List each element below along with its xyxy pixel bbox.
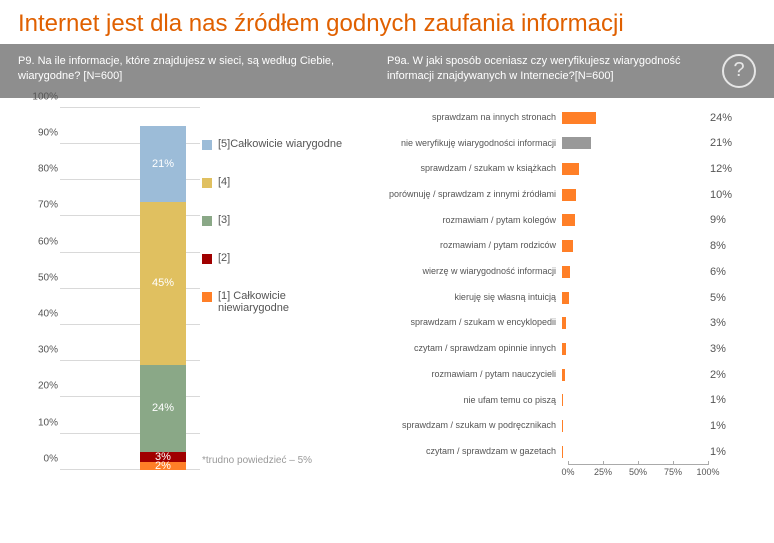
hbar-label: kieruję się własną intuicją (370, 293, 562, 302)
hbar-row: rozmawiam / pytam rodziców 8% (370, 236, 752, 256)
legend-label: [5]Całkowicie wiarygodne (218, 138, 342, 150)
y-tick: 60% (38, 236, 58, 247)
legend-label: [3] (218, 214, 230, 226)
x-tick: 100% (696, 467, 719, 477)
x-tick: 75% (664, 467, 682, 477)
hbar-bar (562, 369, 565, 381)
x-tick: 25% (594, 467, 612, 477)
hbar-row: sprawdzam na innych stronach 24% (370, 108, 752, 128)
hbar-row: nie weryfikuję wiarygodności informacji 2… (370, 133, 752, 153)
hbar-label: wierzę w wiarygodność informacji (370, 267, 562, 276)
hbar-label: rozmawiam / pytam nauczycieli (370, 370, 562, 379)
hbar-bar (562, 240, 573, 252)
hbar-label: sprawdzam na innych stronach (370, 113, 562, 122)
legend-label: [2] (218, 252, 230, 264)
y-tick: 70% (38, 200, 58, 211)
hbar-row: sprawdzam / szukam w encyklopedii 3% (370, 313, 752, 333)
stacked-footnote: *trudno powiedzieć – 5% (202, 455, 312, 466)
hbar-label: nie weryfikuję wiarygodności informacji (370, 139, 562, 148)
legend-item: [3] (202, 214, 352, 226)
legend-item: [4] (202, 176, 352, 188)
legend-swatch (202, 254, 212, 264)
question-left: P9. Na ile informacje, które znajdujesz … (18, 54, 387, 84)
legend-swatch (202, 178, 212, 188)
hbar-bar (562, 446, 563, 458)
hbar-row: czytam / sprawdzam w gazetach 1% (370, 442, 752, 462)
hbar-value: 12% (702, 163, 732, 175)
stacked-bar-chart: 0%10%20%30%40%50%60%70%80%90%100% 2%3%24… (10, 108, 370, 488)
hbar-value: 8% (702, 240, 726, 252)
stack-segment: 2% (140, 462, 186, 469)
hbar-row: sprawdzam / szukam w podręcznikach 1% (370, 416, 752, 436)
hbar-bar (562, 394, 563, 406)
hbar-value: 24% (702, 112, 732, 124)
y-tick: 90% (38, 127, 58, 138)
y-tick: 80% (38, 164, 58, 175)
stack-segment: 45% (140, 202, 186, 365)
hbar-value: 21% (702, 137, 732, 149)
hbar-bar (562, 420, 563, 432)
hbar-value: 1% (702, 394, 726, 406)
hbar-bar (562, 112, 596, 124)
y-tick: 10% (38, 417, 58, 428)
legend-swatch (202, 140, 212, 150)
legend-swatch (202, 216, 212, 226)
hbar-value: 1% (702, 446, 726, 458)
legend-item: [2] (202, 252, 352, 264)
stack-segment: 24% (140, 365, 186, 452)
hbar-bar (562, 266, 570, 278)
hbar-label: sprawdzam / szukam w encyklopedii (370, 318, 562, 327)
hbar-bar (562, 214, 575, 226)
hbar-label: czytam / sprawdzam opinnie innych (370, 344, 562, 353)
hbar-row: rozmawiam / pytam kolegów 9% (370, 210, 752, 230)
hbar-bar (562, 317, 566, 329)
stack-segment: 21% (140, 126, 186, 202)
hbar-value: 5% (702, 292, 726, 304)
hbar-bar (562, 163, 579, 175)
hbar-bar (562, 292, 569, 304)
hbar-value: 6% (702, 266, 726, 278)
hbar-value: 2% (702, 369, 726, 381)
y-tick: 0% (44, 453, 58, 464)
hbar-value: 3% (702, 343, 726, 355)
question-band: P9. Na ile informacje, które znajdujesz … (0, 44, 774, 98)
y-tick: 20% (38, 381, 58, 392)
hbar-row: nie ufam temu co piszą 1% (370, 390, 752, 410)
question-right: P9a. W jaki sposób oceniasz czy weryfiku… (387, 54, 756, 84)
legend-item: [5]Całkowicie wiarygodne (202, 138, 352, 150)
x-tick: 0% (561, 467, 574, 477)
hbar-value: 3% (702, 317, 726, 329)
hbar-row: wierzę w wiarygodność informacji 6% (370, 262, 752, 282)
hbar-label: rozmawiam / pytam rodziców (370, 241, 562, 250)
hbar-value: 9% (702, 214, 726, 226)
horizontal-bar-chart: sprawdzam na innych stronach 24% nie weryf… (370, 108, 764, 488)
legend-label: [1] Całkowicie niewiarygodne (218, 290, 352, 314)
hbar-value: 10% (702, 189, 732, 201)
legend-item: [1] Całkowicie niewiarygodne (202, 290, 352, 314)
hbar-bar (562, 137, 591, 149)
hbar-bar (562, 343, 566, 355)
hbar-row: sprawdzam / szukam w książkach 12% (370, 159, 752, 179)
hbar-row: rozmawiam / pytam nauczycieli 2% (370, 365, 752, 385)
hbar-row: porównuję / sprawdzam z innymi źródłami 1… (370, 185, 752, 205)
hbar-label: nie ufam temu co piszą (370, 396, 562, 405)
y-tick: 50% (38, 272, 58, 283)
y-tick: 100% (32, 91, 58, 102)
y-tick: 30% (38, 345, 58, 356)
page-title: Internet jest dla nas źródłem godnych za… (0, 0, 774, 44)
hbar-label: sprawdzam / szukam w podręcznikach (370, 421, 562, 430)
hbar-row: kieruję się własną intuicją 5% (370, 288, 752, 308)
hbar-label: rozmawiam / pytam kolegów (370, 216, 562, 225)
y-tick: 40% (38, 308, 58, 319)
help-icon[interactable]: ? (722, 54, 756, 88)
hbar-bar (562, 189, 576, 201)
hbar-value: 1% (702, 420, 726, 432)
x-tick: 50% (629, 467, 647, 477)
hbar-label: czytam / sprawdzam w gazetach (370, 447, 562, 456)
legend-swatch (202, 292, 212, 302)
legend-label: [4] (218, 176, 230, 188)
hbar-label: porównuję / sprawdzam z innymi źródłami (370, 190, 562, 199)
hbar-row: czytam / sprawdzam opinnie innych 3% (370, 339, 752, 359)
hbar-label: sprawdzam / szukam w książkach (370, 164, 562, 173)
